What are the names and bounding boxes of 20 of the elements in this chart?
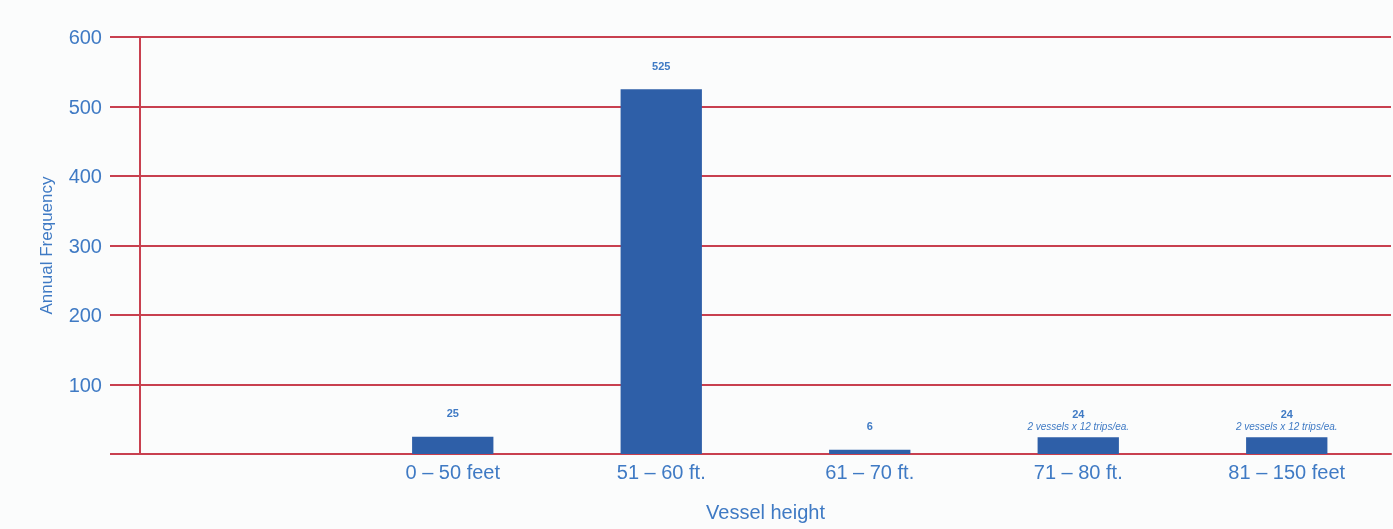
data-label: 24 [1280, 407, 1294, 420]
y-tick-label: 100 [68, 373, 102, 396]
y-tick-label: 600 [68, 26, 102, 48]
x-tick-label: 71 – 80 ft. [1033, 461, 1123, 483]
y-axis-title: Annual Frequency [37, 176, 56, 315]
data-label: 525 [652, 59, 671, 72]
x-tick-label: 0 – 50 feet [405, 461, 501, 483]
annotation: 2 vessels x 12 trips/ea. [1026, 420, 1130, 432]
x-axis-title: Vessel height [706, 501, 826, 523]
y-tick-label: 500 [68, 95, 102, 118]
annotation: 2 vessels x 12 trips/ea. [1234, 420, 1338, 432]
x-tick-label: 61 – 70 ft. [825, 461, 915, 483]
data-label: 25 [446, 407, 459, 420]
y-tick-label: 200 [68, 304, 102, 326]
x-tick-label: 81 – 150 feet [1228, 461, 1346, 483]
y-tick-label: 400 [68, 165, 102, 187]
x-tick-label: 51 – 60 ft. [616, 461, 706, 483]
data-label: 6 [866, 420, 873, 433]
data-label: 24 [1072, 407, 1086, 420]
y-tick-label: 300 [68, 234, 102, 257]
